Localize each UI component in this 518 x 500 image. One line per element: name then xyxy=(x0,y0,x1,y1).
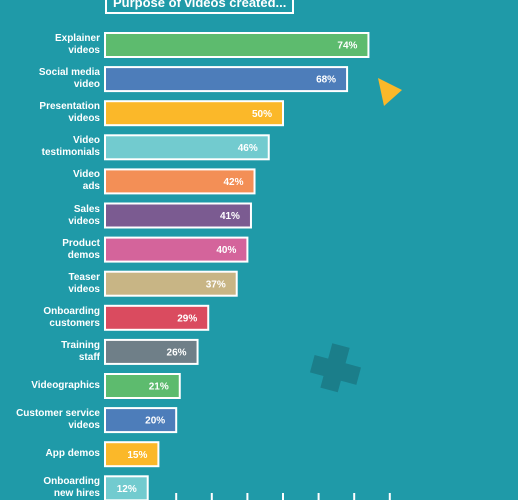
category-label: Onboarding new hires xyxy=(43,476,100,500)
value-label: 37% xyxy=(206,279,226,290)
category-label: Social media video xyxy=(38,67,100,91)
category-label: Video ads xyxy=(72,169,100,193)
chart-title: Purpose of videos created... xyxy=(105,0,295,14)
value-label: 20% xyxy=(145,416,165,427)
value-label: 41% xyxy=(220,211,240,222)
value-label: 68% xyxy=(316,75,336,86)
category-label: Sales videos xyxy=(68,203,100,227)
value-label: 50% xyxy=(252,109,272,120)
bar xyxy=(104,236,249,263)
category-label: Presentation videos xyxy=(39,101,100,125)
value-label: 26% xyxy=(167,348,187,359)
bar xyxy=(104,134,270,161)
bar xyxy=(104,441,160,468)
bar xyxy=(104,100,284,127)
triangle-decoration xyxy=(378,78,402,106)
bar xyxy=(104,202,252,229)
category-label: Product demos xyxy=(62,237,100,261)
category-label: Video testimonials xyxy=(41,135,100,159)
category-label: App demos xyxy=(45,448,100,460)
bar xyxy=(104,475,149,500)
bar xyxy=(104,32,370,58)
value-label: 74% xyxy=(337,41,357,52)
bar xyxy=(104,338,199,365)
plus-decoration xyxy=(309,343,361,393)
bar xyxy=(104,304,210,331)
bar xyxy=(104,66,349,93)
value-label: 12% xyxy=(117,484,137,495)
category-label: Training staff xyxy=(61,339,100,363)
category-label: Customer service videos xyxy=(16,408,100,432)
bar xyxy=(104,168,256,195)
value-label: 46% xyxy=(238,143,258,154)
value-label: 42% xyxy=(224,177,244,188)
value-label: 40% xyxy=(216,245,236,256)
bar xyxy=(104,270,238,297)
value-label: 21% xyxy=(149,382,169,393)
category-label: Explainer videos xyxy=(54,33,100,56)
value-label: 15% xyxy=(127,450,147,461)
category-label: Videographics xyxy=(31,380,100,391)
category-label: Onboarding customers xyxy=(43,305,100,329)
category-label: Teaser videos xyxy=(68,271,100,295)
bar xyxy=(104,373,181,399)
value-label: 29% xyxy=(177,313,197,324)
bar xyxy=(104,407,178,434)
